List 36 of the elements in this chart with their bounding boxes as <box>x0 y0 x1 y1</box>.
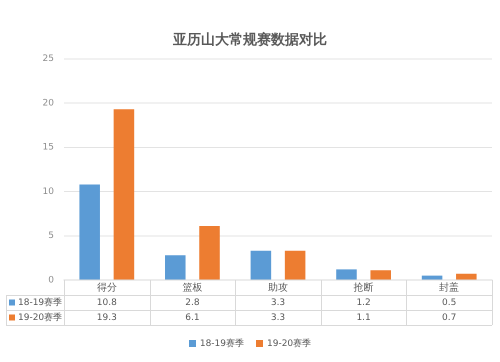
bar <box>456 274 477 280</box>
legend-label: 18-19赛季 <box>18 296 62 308</box>
bar <box>199 226 220 280</box>
y-tick-label: 5 <box>48 231 54 242</box>
bar <box>284 250 306 280</box>
chart-title: 亚历山大常规赛数据对比 <box>172 31 327 48</box>
x-tick-label: 助攻 <box>268 282 288 294</box>
bar <box>336 269 357 280</box>
y-tick-label: 10 <box>42 186 54 197</box>
y-tick-label: 25 <box>42 54 54 64</box>
data-label: 19.3 <box>96 312 117 323</box>
bar <box>370 270 391 280</box>
x-tick-label: 得分 <box>96 282 117 294</box>
x-tick-label: 抢断 <box>354 282 374 294</box>
data-label: 0.5 <box>442 298 456 308</box>
data-label: 0.7 <box>442 312 456 323</box>
legend-label: 19-20赛季 <box>267 339 312 349</box>
bar <box>114 109 134 280</box>
text: 18-19赛季 <box>200 339 244 349</box>
text: 19-20赛季 <box>18 312 62 323</box>
data-label: 2.8 <box>185 298 200 308</box>
y-tick-label: 15 <box>42 142 54 153</box>
data-label: 3.3 <box>270 312 286 323</box>
x-tick-label: 封盖 <box>439 282 460 294</box>
x-tick-label: 篮板 <box>182 282 202 294</box>
y-tick-label: 0 <box>48 275 54 286</box>
bar <box>250 250 272 280</box>
y-tick-label: 20 <box>42 98 54 108</box>
data-label: 1.1 <box>356 312 371 323</box>
data-label: 3.3 <box>270 298 286 308</box>
bar <box>165 255 186 280</box>
data-label: 1.2 <box>356 298 371 308</box>
data-label: 10.8 <box>96 298 118 308</box>
bar <box>422 276 442 280</box>
data-label: 6.1 <box>185 312 200 323</box>
bar <box>79 184 100 280</box>
